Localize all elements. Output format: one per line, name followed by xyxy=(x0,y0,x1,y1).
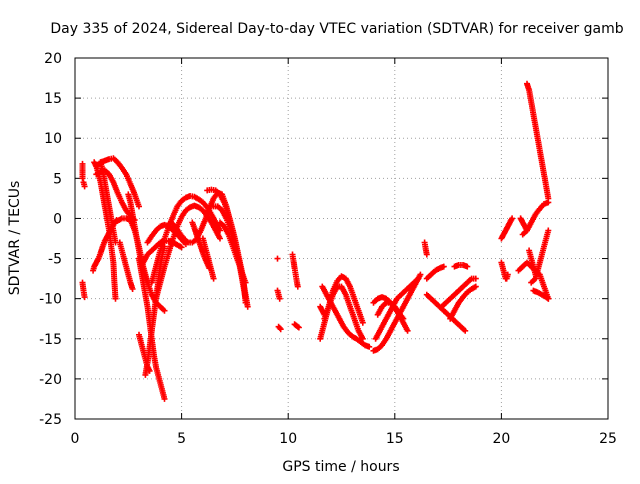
y-tick-label: 10 xyxy=(44,131,62,147)
x-axis-label: GPS time / hours xyxy=(282,459,399,475)
y-tick-label: -25 xyxy=(39,412,62,428)
y-tick-label: 5 xyxy=(53,171,62,187)
series-s51 xyxy=(526,247,539,278)
series-s03 xyxy=(79,279,88,301)
series-s24 xyxy=(217,219,249,286)
series-s28 xyxy=(289,251,301,290)
data-point xyxy=(277,326,284,333)
series-s41 xyxy=(438,275,479,310)
x-tick-label: 25 xyxy=(599,431,617,447)
data-point xyxy=(400,315,407,322)
data-point xyxy=(217,235,223,242)
data-point xyxy=(129,286,136,292)
series-s37 xyxy=(374,299,407,322)
y-tick-label: -20 xyxy=(39,372,62,388)
data-point xyxy=(472,283,479,290)
plot-frame xyxy=(74,57,609,420)
series-s26 xyxy=(275,323,284,333)
series-s10 xyxy=(116,239,136,292)
x-tick-label: 5 xyxy=(177,431,186,447)
series-s08 xyxy=(97,159,119,246)
data-point xyxy=(472,275,479,282)
data-point xyxy=(321,311,328,318)
data-point xyxy=(112,295,119,302)
data-point xyxy=(545,227,552,234)
data-point xyxy=(509,215,516,222)
data-point xyxy=(417,271,424,278)
data-point xyxy=(366,343,373,350)
series-s02 xyxy=(80,179,88,190)
data-point xyxy=(504,271,511,278)
series-s43 xyxy=(451,262,471,270)
data-point xyxy=(524,227,530,234)
series-s32 xyxy=(319,283,373,350)
series-s38 xyxy=(421,239,430,258)
data-point xyxy=(161,307,168,314)
data-point xyxy=(545,199,552,206)
series-s01 xyxy=(79,160,86,182)
y-tick-label: -5 xyxy=(48,252,62,268)
data-point xyxy=(359,319,366,326)
axis-ticks: 0 5 10 15 20 25 -25 -20 -15 -10 -5 0 5 10 15 20 xyxy=(39,51,617,447)
data-point xyxy=(440,263,447,270)
y-axis-label: SDTVAR / TECUs xyxy=(7,181,23,296)
x-tick-label: 0 xyxy=(71,431,80,447)
series-s50 xyxy=(517,215,530,234)
chart-title: Day 335 of 2024, Sidereal Day-to-day VTE… xyxy=(50,21,623,37)
data-point xyxy=(242,279,249,286)
y-tick-label: 15 xyxy=(44,91,62,107)
data-point xyxy=(161,395,168,402)
series-s06 xyxy=(93,155,142,210)
data-point xyxy=(274,255,281,262)
series-s33 xyxy=(317,303,328,318)
x-tick-label: 20 xyxy=(492,431,510,447)
data-point xyxy=(532,271,539,278)
y-tick-label: -15 xyxy=(39,332,62,348)
data-point xyxy=(295,324,302,331)
series-s44 xyxy=(498,259,511,282)
series-s29 xyxy=(291,321,302,331)
data-point xyxy=(276,295,283,302)
data-point xyxy=(79,175,86,182)
data-point xyxy=(244,303,251,310)
series-s47 xyxy=(524,80,552,202)
data-point xyxy=(404,327,411,334)
data-point xyxy=(423,251,430,258)
series-s48 xyxy=(519,199,552,238)
data-point xyxy=(545,295,552,302)
series-s21 xyxy=(199,235,217,282)
y-tick-label: -10 xyxy=(39,292,62,308)
data-point xyxy=(294,283,301,290)
data-point xyxy=(415,275,422,282)
series-s52 xyxy=(530,287,552,302)
data-point xyxy=(136,203,142,210)
series-s12 xyxy=(136,255,168,402)
y-tick-label: 20 xyxy=(44,51,62,67)
data-point xyxy=(210,275,217,282)
x-tick-label: 15 xyxy=(386,431,404,447)
data-point xyxy=(462,327,469,334)
data-point xyxy=(81,183,88,190)
x-tick-label: 10 xyxy=(279,431,297,447)
series-s45 xyxy=(498,215,516,242)
data-point xyxy=(81,294,88,301)
data-points xyxy=(79,80,552,402)
data-point xyxy=(178,244,185,251)
data-point xyxy=(544,294,551,301)
series-s27 xyxy=(274,255,281,262)
series-s40 xyxy=(423,263,447,282)
y-tick-label: 0 xyxy=(53,211,62,227)
series-s25 xyxy=(274,287,283,302)
data-point xyxy=(464,263,471,270)
series-s42 xyxy=(447,283,479,322)
